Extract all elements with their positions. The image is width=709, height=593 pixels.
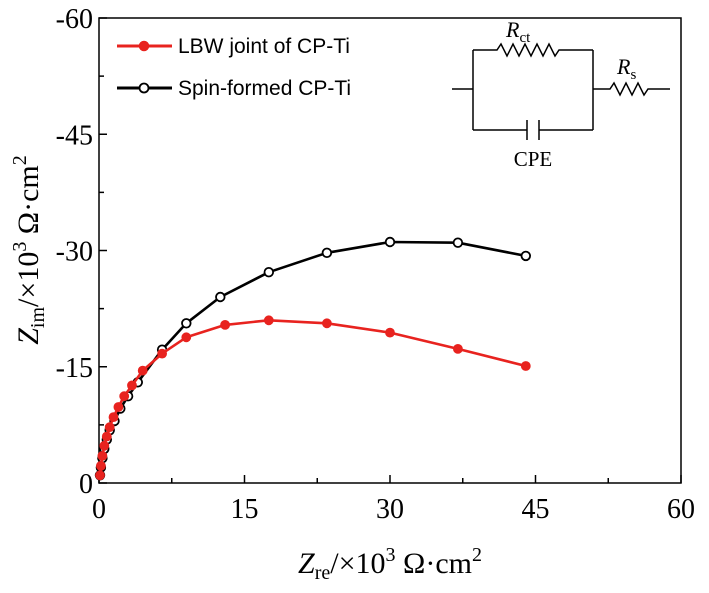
y-axis-ticks: 0 -15 -30 -45 -60 bbox=[56, 4, 107, 500]
data-point-lbw bbox=[119, 391, 130, 402]
data-point-lbw bbox=[322, 318, 332, 329]
series-line-lbw bbox=[98, 318, 527, 476]
x-tick-label: 45 bbox=[522, 494, 550, 525]
data-point-lbw bbox=[99, 440, 110, 451]
legend-marker-lbw bbox=[138, 40, 150, 52]
y-tick-label: 0 bbox=[79, 469, 93, 500]
data-point-lbw bbox=[157, 348, 168, 359]
y-axis-label: Zim/×103 Ω·cm2 bbox=[9, 155, 49, 345]
x-tick-label: 60 bbox=[667, 494, 695, 525]
data-point-lbw bbox=[181, 332, 192, 343]
y-tick-label: -15 bbox=[56, 353, 93, 384]
legend: LBW joint of CP-Ti Spin-formed CP-Ti bbox=[117, 35, 351, 100]
legend-entry-spin: Spin-formed CP-Ti bbox=[117, 77, 351, 100]
data-point-lbw bbox=[113, 402, 124, 412]
data-point-lbw bbox=[385, 327, 395, 338]
y-tick-label: -45 bbox=[56, 120, 93, 151]
legend-entry-lbw: LBW joint of CP-Ti bbox=[117, 35, 350, 58]
rs-resistor bbox=[593, 81, 670, 97]
data-point-lbw bbox=[97, 451, 108, 461]
data-point-lbw bbox=[95, 470, 105, 481]
data-point-lbw bbox=[127, 380, 137, 391]
data-point-lbw bbox=[220, 320, 231, 330]
data-point-spin bbox=[452, 237, 464, 248]
x-tick-label: 15 bbox=[231, 494, 259, 525]
data-point-lbw bbox=[104, 422, 115, 433]
x-tick-label: 30 bbox=[376, 494, 404, 525]
rct-label: Rct bbox=[505, 17, 531, 46]
equivalent-circuit-inset bbox=[452, 42, 670, 140]
rct-resistor bbox=[473, 42, 593, 58]
series-layer bbox=[94, 236, 532, 481]
data-point-lbw bbox=[453, 344, 463, 354]
x-axis-ticks: 0 15 30 45 60 bbox=[92, 475, 695, 525]
data-point-lbw bbox=[520, 361, 531, 371]
x-axis-label: Zre/×103 Ω·cm2 bbox=[298, 544, 482, 584]
legend-label-spin: Spin-formed CP-Ti bbox=[178, 77, 351, 100]
data-point-spin bbox=[181, 318, 192, 329]
data-point-spin bbox=[321, 247, 333, 259]
data-point-lbw bbox=[137, 365, 148, 376]
data-point-spin bbox=[215, 291, 226, 303]
y-tick-label: -60 bbox=[56, 4, 93, 35]
cpe-label: CPE bbox=[514, 147, 553, 171]
rs-label: Rs bbox=[616, 54, 636, 83]
data-point-lbw bbox=[95, 461, 106, 471]
y-tick-label: -30 bbox=[56, 237, 93, 268]
legend-marker-spin bbox=[138, 82, 150, 94]
x-tick-label: 0 bbox=[92, 494, 106, 525]
data-point-lbw bbox=[263, 315, 274, 326]
legend-label-lbw: LBW joint of CP-Ti bbox=[178, 35, 350, 58]
series-line-spin bbox=[98, 240, 527, 476]
data-point-spin bbox=[384, 236, 396, 248]
data-point-lbw bbox=[108, 412, 119, 423]
data-point-spin bbox=[263, 267, 275, 278]
data-point-lbw bbox=[101, 431, 112, 442]
data-point-spin bbox=[520, 250, 532, 262]
